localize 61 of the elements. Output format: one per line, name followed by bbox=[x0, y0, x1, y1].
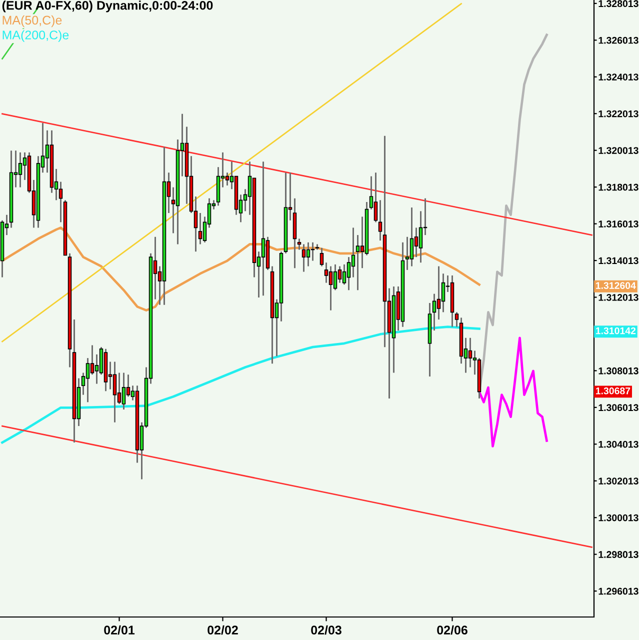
candlestick bbox=[441, 272, 446, 313]
candlestick bbox=[306, 242, 310, 268]
y-tick-label: 1.314013 bbox=[598, 257, 638, 264]
y-tick-label: 1.300013 bbox=[598, 514, 638, 522]
candlestick bbox=[302, 243, 306, 273]
candlestick bbox=[351, 226, 356, 278]
y-tick-label: 1.320013 bbox=[598, 147, 638, 154]
candlestick bbox=[436, 266, 441, 320]
candlestick bbox=[297, 238, 302, 251]
y-tick-label: 1.326013 bbox=[598, 36, 638, 44]
y-tick-label: 1.302013 bbox=[598, 478, 638, 485]
candlestick bbox=[342, 264, 346, 286]
y-tick-label: 1.322013 bbox=[598, 110, 638, 118]
candlestick bbox=[356, 234, 360, 291]
x-tick-label: 02/02 bbox=[208, 625, 238, 635]
x-tick-label: 02/06 bbox=[437, 625, 468, 635]
candlestick bbox=[18, 152, 22, 188]
candlestick bbox=[198, 212, 202, 245]
candlestick bbox=[86, 357, 90, 403]
y-tick-label: 1.306013 bbox=[598, 404, 638, 412]
text: MA(50,C)e bbox=[2, 15, 62, 28]
candlestick bbox=[333, 264, 338, 291]
candlestick bbox=[320, 247, 324, 268]
candlestick bbox=[310, 242, 315, 262]
y-tick-label: 1.328013 bbox=[598, 0, 638, 8]
candlestick bbox=[328, 266, 333, 312]
candlestick bbox=[410, 206, 414, 268]
candlestick bbox=[58, 181, 63, 223]
chart-title: (EUR A0-FX,60) Dynamic,0:00-24:00 bbox=[2, 0, 213, 12]
candlestick bbox=[405, 236, 410, 271]
candlestick bbox=[90, 344, 94, 376]
x-tick-label: 02/01 bbox=[104, 625, 135, 635]
candlestick bbox=[418, 210, 423, 264]
text: MA(200,C)e bbox=[2, 30, 69, 42]
candlestick bbox=[117, 372, 122, 405]
y-tick-label: 1.324013 bbox=[598, 74, 638, 81]
candlestick bbox=[454, 311, 459, 328]
candlestick bbox=[261, 160, 266, 296]
y-tick-label: 1.298013 bbox=[598, 551, 638, 558]
candlestick bbox=[378, 199, 382, 242]
candlestick bbox=[468, 337, 472, 368]
candlestick bbox=[414, 226, 418, 258]
candlestick bbox=[225, 172, 230, 186]
line-series bbox=[1, 326, 480, 444]
y-tick-label: 1.318013 bbox=[598, 184, 638, 191]
y-tick-label: 1.304013 bbox=[598, 440, 638, 448]
candlestick bbox=[122, 372, 126, 410]
text: 1.312604 bbox=[596, 282, 636, 290]
candlestick bbox=[374, 172, 378, 223]
candlestick bbox=[432, 293, 436, 332]
x-tick-label: 02/03 bbox=[311, 625, 342, 635]
candlestick bbox=[112, 360, 117, 424]
y-tick-label: 1.312013 bbox=[598, 294, 638, 301]
y-tick-label: 1.296013 bbox=[598, 588, 638, 595]
y-tick-label: 1.308013 bbox=[598, 367, 638, 374]
candlestick bbox=[346, 256, 351, 291]
candlestick bbox=[324, 262, 328, 284]
text: 1.30687 bbox=[596, 387, 630, 394]
y-tick-label: 1.316013 bbox=[598, 220, 638, 228]
text: 1.310142 bbox=[596, 327, 636, 334]
line-series bbox=[478, 336, 548, 448]
